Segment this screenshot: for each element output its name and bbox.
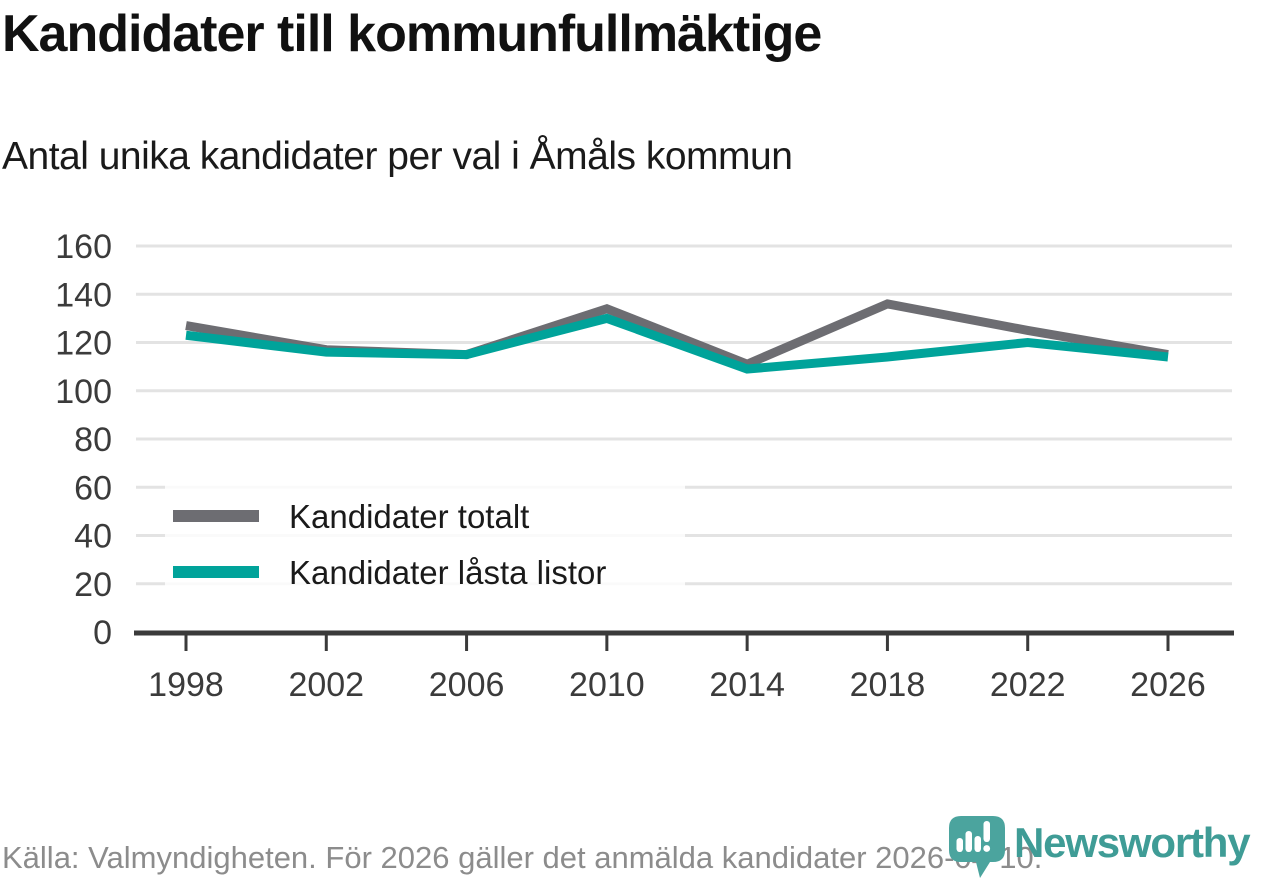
legend-item-total: Kandidater totalt <box>165 500 685 533</box>
chart-title: Kandidater till kommunfullmäktige <box>2 5 822 63</box>
x-tick-label: 2026 <box>1130 666 1206 704</box>
y-tick-label: 0 <box>93 614 112 652</box>
x-tick-label: 2010 <box>569 666 645 704</box>
x-tick-label: 2006 <box>429 666 505 704</box>
legend: Kandidater totalt Kandidater låsta listo… <box>165 485 685 603</box>
x-tick-label: 2014 <box>709 666 785 704</box>
x-tick-label: 2018 <box>850 666 926 704</box>
newsworthy-pin-icon <box>949 816 1005 878</box>
x-axis: 1998 2002 2006 2010 2014 2018 2022 2026 <box>134 630 1234 704</box>
series-lines <box>185 299 1169 374</box>
x-tick-label: 2022 <box>990 666 1066 704</box>
legend-swatch-locked-lists-icon <box>173 566 259 578</box>
y-tick-label: 60 <box>74 469 112 507</box>
x-tick-label: 1998 <box>148 666 224 704</box>
y-tick-label: 80 <box>74 421 112 459</box>
legend-label-total: Kandidater totalt <box>289 497 530 535</box>
y-tick-label: 40 <box>74 518 112 556</box>
legend-label-locked-lists: Kandidater låsta listor <box>289 553 607 591</box>
source-note: Källa: Valmyndigheten. För 2026 gäller d… <box>2 840 1043 875</box>
y-tick-label: 120 <box>55 325 112 363</box>
legend-swatch-total-icon <box>173 510 259 522</box>
y-tick-label: 160 <box>55 228 112 266</box>
newsworthy-logo: Newsworthy <box>948 815 1251 879</box>
y-tick-label: 140 <box>55 276 112 314</box>
series-line-1 <box>185 313 1169 374</box>
y-axis-labels: 0 20 40 60 80 100 120 140 160 <box>55 228 112 652</box>
y-tick-label: 20 <box>74 566 112 604</box>
y-tick-label: 100 <box>55 373 112 411</box>
newsworthy-wordmark: Newsworthy <box>1014 819 1251 866</box>
x-tick-label: 2002 <box>288 666 364 704</box>
chart-subtitle: Antal unika kandidater per val i Åmåls k… <box>2 135 793 178</box>
legend-item-locked-lists: Kandidater låsta listor <box>165 556 685 589</box>
